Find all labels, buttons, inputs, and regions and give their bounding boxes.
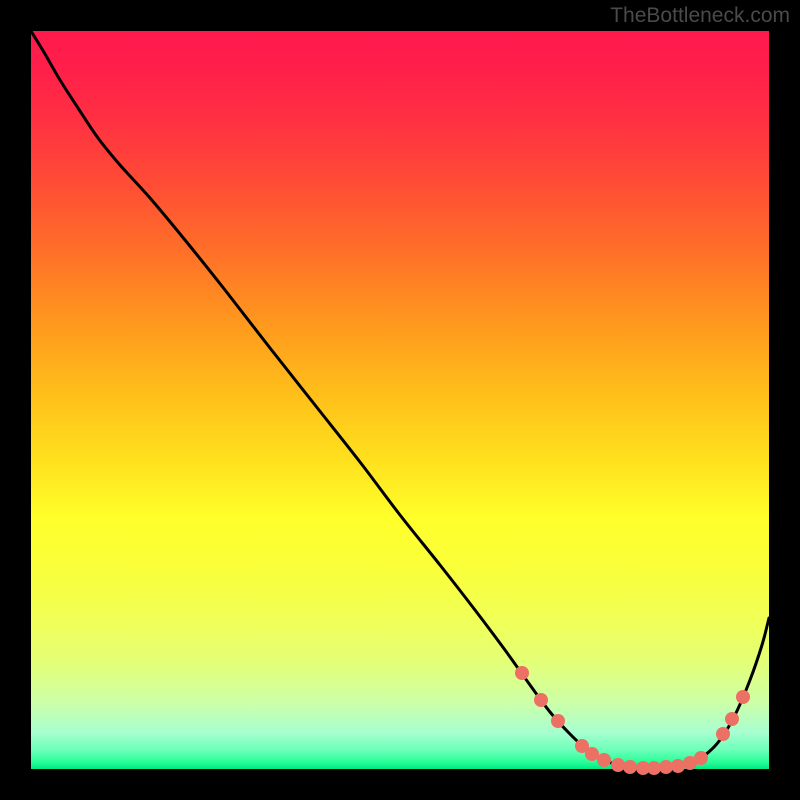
data-marker [716, 727, 730, 741]
plot-area-gradient [31, 31, 769, 769]
data-marker [585, 747, 599, 761]
data-marker [725, 712, 739, 726]
data-marker [551, 714, 565, 728]
data-marker [597, 753, 611, 767]
bottleneck-chart [0, 0, 800, 800]
chart-container: TheBottleneck.com [0, 0, 800, 800]
data-marker [671, 759, 685, 773]
data-marker [611, 758, 625, 772]
data-marker [736, 690, 750, 704]
data-marker [515, 666, 529, 680]
data-marker [647, 761, 661, 775]
data-marker [623, 760, 637, 774]
watermark-text: TheBottleneck.com [610, 4, 790, 28]
data-marker [659, 760, 673, 774]
data-marker [694, 751, 708, 765]
data-marker [534, 693, 548, 707]
